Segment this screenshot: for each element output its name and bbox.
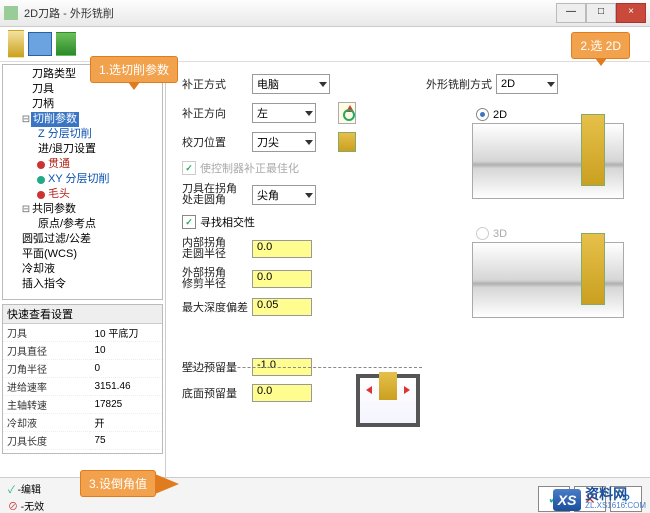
quick-view-panel: 快速查看设置 刀具10 平底刀刀具直径10刀角半径0进给速率3151.46主轴转… [2, 304, 163, 454]
table-row: 冷却液开 [3, 414, 162, 432]
tree-canned-text[interactable]: 插入指令 [3, 277, 162, 292]
max-deviation-label: 最大深度偏差 [182, 299, 252, 315]
tree-cutting-params[interactable]: ⊟切削参数 [3, 112, 162, 127]
tool-bit-icon [581, 233, 605, 305]
preview-3d-image [472, 242, 624, 318]
tree-origin[interactable]: 原点/参考点 [3, 217, 162, 232]
floor-stock-input[interactable]: 0.0 [252, 384, 312, 402]
table-row: 刀具长度75 [3, 432, 162, 450]
max-deviation-input[interactable]: 0.05 [252, 298, 312, 316]
table-row: 刀具10 平底刀 [3, 324, 162, 342]
tree-depth-cuts[interactable]: Z 分层切削 [3, 127, 162, 142]
ctrl-comp-optimize-label: 使控制器补正最佳化 [200, 160, 299, 176]
tool-bit-icon [581, 114, 605, 186]
tree-plane-wcs[interactable]: 平面(WCS) [3, 247, 162, 262]
radio-2d-row[interactable]: 2D [476, 108, 642, 121]
radio-3d [476, 227, 489, 240]
callout-2: 2.选 2D [571, 32, 630, 59]
comp-dir-icon [338, 102, 356, 124]
outer-radius-label: 外部拐角修剪半径 [182, 268, 252, 290]
callout-1: 1.选切削参数 [90, 56, 178, 83]
inner-radius-input[interactable]: 0.0 [252, 240, 312, 258]
tree-tabs[interactable]: 毛头 [3, 187, 162, 202]
tree-break-through[interactable]: 贯通 [3, 157, 162, 172]
find-intersect-checkbox[interactable] [182, 215, 196, 229]
corner-label: 刀具在拐角处走圆角 [182, 184, 252, 206]
tree-common[interactable]: ⊟共同参数 [3, 202, 162, 217]
tip-pos-select[interactable]: 刀尖 [252, 132, 316, 152]
comp-type-select[interactable]: 电脑 [252, 74, 330, 94]
comp-dir-label: 补正方向 [182, 105, 252, 121]
preview-2d-image [472, 123, 624, 199]
save-icon[interactable] [28, 32, 52, 56]
contour-preview-column: 2D 3D [472, 74, 642, 326]
stock-diagram [356, 372, 416, 427]
main-area: 刀路类型 刀具 刀柄 ⊟切削参数 Z 分层切削 进/退刀设置 贯通 XY 分层切… [0, 62, 650, 477]
table-row: 主轴转速17825 [3, 396, 162, 414]
quick-view-table: 刀具10 平底刀刀具直径10刀角半径0进给速率3151.46主轴转速17825冷… [3, 324, 162, 454]
separator-line [182, 367, 422, 368]
cancel-button[interactable]: ✕ [574, 486, 606, 512]
radio-2d[interactable] [476, 108, 489, 121]
window-close[interactable]: × [616, 3, 646, 23]
radio-3d-label: 3D [493, 228, 507, 240]
machine-icon[interactable] [56, 32, 76, 56]
status-invalid: ⊘ -无效 [8, 498, 44, 513]
tree-coolant[interactable]: 冷却液 [3, 262, 162, 277]
quick-view-title: 快速查看设置 [3, 305, 162, 324]
inner-radius-label: 内部拐角走圆半径 [182, 238, 252, 260]
corner-select[interactable]: 尖角 [252, 185, 316, 205]
radio-2d-label: 2D [493, 109, 507, 121]
window-minimize[interactable]: — [556, 3, 586, 23]
tip-pos-label: 校刀位置 [182, 134, 252, 150]
form-pane: 补正方式 电脑 外形铣削方式 2D 补正方向 左 校刀位置 刀尖 [166, 62, 650, 477]
tree-xy-stepover[interactable]: XY 分层切削 [3, 172, 162, 187]
tree-holder[interactable]: 刀柄 [3, 97, 162, 112]
ctrl-comp-optimize-checkbox [182, 161, 196, 175]
radio-3d-row: 3D [476, 227, 642, 240]
find-intersect-label: 寻找相交性 [200, 214, 255, 230]
floor-stock-label: 底面预留量 [182, 385, 252, 401]
help-button[interactable]: ? [610, 486, 642, 512]
window-title: 2D刀路 - 外形铣削 [24, 5, 556, 21]
tool-icon[interactable] [8, 30, 24, 58]
left-pane: 刀路类型 刀具 刀柄 ⊟切削参数 Z 分层切削 进/退刀设置 贯通 XY 分层切… [0, 62, 166, 477]
outer-radius-input[interactable]: 0.0 [252, 270, 312, 288]
table-row: 刀角半径0 [3, 360, 162, 378]
table-row: 刀长补正2 [3, 450, 162, 455]
comp-type-label: 补正方式 [182, 76, 252, 92]
app-icon [4, 6, 18, 20]
table-row: 进给速率3151.46 [3, 378, 162, 396]
comp-dir-select[interactable]: 左 [252, 103, 316, 123]
tip-pos-icon [338, 132, 356, 152]
tree-lead-in-out[interactable]: 进/退刀设置 [3, 142, 162, 157]
table-row: 刀具直径10 [3, 342, 162, 360]
ok-button[interactable]: ✓ [538, 486, 570, 512]
status-edited: ✓ -编辑 [8, 481, 44, 496]
tree-arc-filter[interactable]: 圆弧过滤/公差 [3, 232, 162, 247]
parameter-tree[interactable]: 刀路类型 刀具 刀柄 ⊟切削参数 Z 分层切削 进/退刀设置 贯通 XY 分层切… [2, 64, 163, 300]
window-maximize[interactable]: □ [586, 3, 616, 23]
title-bar: 2D刀路 - 外形铣削 — □ × [0, 0, 650, 27]
callout-3: 3.设倒角值 [80, 470, 156, 497]
